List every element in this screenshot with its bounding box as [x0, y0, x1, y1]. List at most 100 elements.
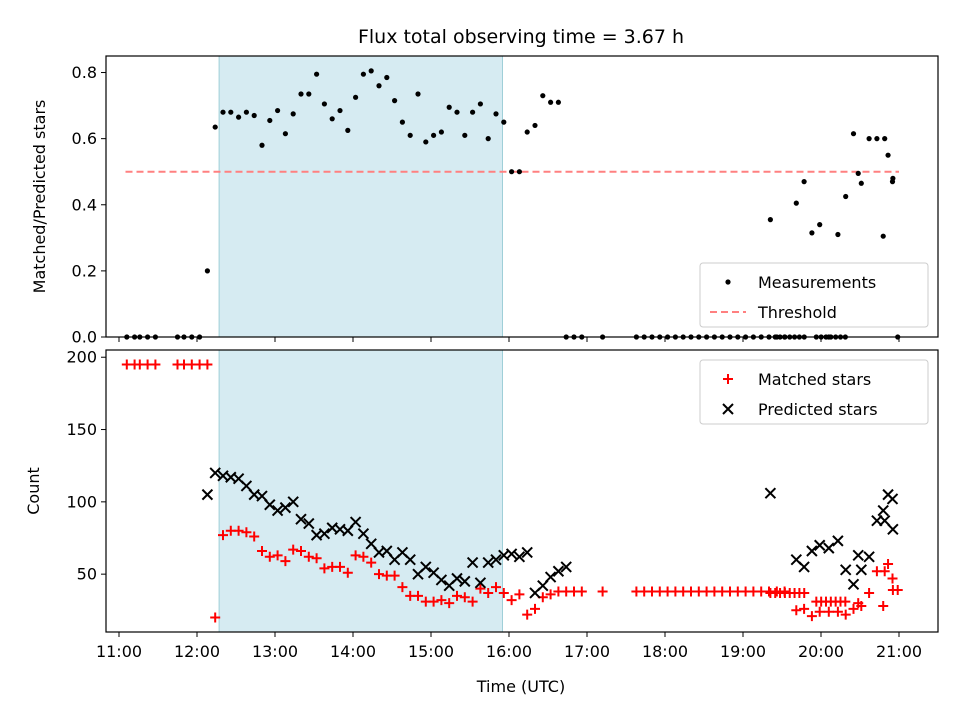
data-point: [882, 136, 888, 142]
data-point: [890, 175, 896, 181]
data-point: [560, 561, 572, 573]
y-tick-label: 50: [77, 565, 97, 584]
data-point: [392, 98, 398, 104]
data-point: [420, 561, 432, 573]
data-point: [264, 551, 275, 562]
data-point: [318, 527, 331, 540]
x-axis-label: Time (UTC): [476, 677, 565, 696]
legend-label: Threshold: [757, 303, 837, 322]
data-point: [835, 231, 841, 238]
data-point: [282, 131, 288, 137]
data-point: [767, 217, 773, 223]
data-point: [349, 516, 362, 528]
data-point: [446, 104, 452, 110]
data-point: [319, 563, 330, 574]
y-tick-label: 100: [66, 492, 97, 511]
data-point: [555, 99, 562, 105]
data-point: [799, 587, 810, 598]
data-point: [864, 587, 875, 598]
y-tick-label: 150: [66, 420, 97, 439]
data-point: [887, 573, 898, 584]
data-point: [452, 590, 462, 601]
legend-box: [699, 262, 929, 328]
data-point: [806, 611, 817, 622]
data-point: [399, 119, 405, 125]
y-tick-label: 0.8: [72, 63, 97, 82]
data-point: [530, 603, 540, 614]
data-point: [233, 525, 244, 536]
plot-frame: [105, 55, 939, 338]
data-point: [241, 527, 252, 538]
data-point: [451, 572, 463, 585]
data-point: [498, 587, 509, 598]
data-point: [366, 557, 377, 568]
data-point: [885, 152, 891, 158]
data-point: [878, 514, 891, 527]
legend: Measurements Threshold: [699, 262, 929, 328]
data-point: [823, 606, 834, 617]
data-point: [814, 606, 825, 617]
data-point: [212, 124, 218, 130]
data-point: [467, 596, 478, 607]
data-point: [855, 564, 868, 576]
data-point: [210, 612, 221, 623]
data-point: [374, 569, 384, 580]
data-point: [887, 523, 899, 536]
chart-title: Flux total observing time = 3.67 h: [358, 26, 684, 48]
data-point: [843, 193, 849, 200]
y-tick-label: 0.6: [72, 129, 97, 148]
data-point: [431, 132, 437, 138]
observing-interval: [218, 349, 503, 633]
data-point: [485, 136, 491, 142]
data-point: [892, 585, 903, 596]
data-point: [389, 570, 400, 581]
data-point: [280, 556, 291, 567]
data-point: [249, 531, 260, 542]
data-point: [209, 467, 221, 479]
data-point: [298, 91, 304, 97]
data-point: [509, 169, 515, 175]
y-tick-label: 200: [66, 348, 97, 367]
data-point: [521, 546, 533, 559]
x-tick-label: 14:00: [330, 642, 376, 661]
data-point: [491, 582, 501, 593]
data-point: [295, 513, 307, 525]
data-point: [428, 596, 439, 607]
data-point: [874, 136, 880, 142]
data-point: [858, 180, 864, 186]
data-point: [823, 542, 835, 554]
data-point: [809, 230, 815, 236]
data-point: [483, 587, 494, 598]
data-point: [436, 595, 447, 606]
legend: Matched stars Predicted stars: [699, 359, 929, 425]
data-point: [799, 603, 810, 614]
data-point: [454, 109, 460, 115]
data-point: [337, 107, 343, 114]
x-tick-label: 15:00: [408, 642, 454, 661]
data-point: [806, 545, 818, 557]
data-point: [832, 606, 843, 617]
x-tick-label: 18:00: [642, 642, 688, 661]
data-point: [470, 109, 476, 115]
data-point: [303, 551, 314, 562]
series-matched-stars: [121, 359, 903, 623]
data-point: [576, 586, 587, 597]
data-point: [462, 132, 468, 138]
data-point: [243, 109, 249, 115]
data-point: [524, 129, 530, 135]
data-point: [532, 122, 538, 129]
plot-frame: [105, 349, 939, 633]
data-point: [882, 488, 894, 501]
data-point: [311, 553, 322, 564]
data-point: [272, 550, 283, 561]
data-point: [220, 109, 226, 115]
y-tick-label: 0.2: [72, 261, 97, 280]
data-point: [314, 71, 320, 77]
data-point: [493, 111, 499, 117]
data-point: [329, 116, 335, 122]
data-point: [490, 553, 502, 566]
data-point: [855, 170, 861, 176]
data-point: [879, 566, 890, 577]
x-tick-label: 12:00: [174, 642, 220, 661]
data-point: [798, 561, 810, 573]
